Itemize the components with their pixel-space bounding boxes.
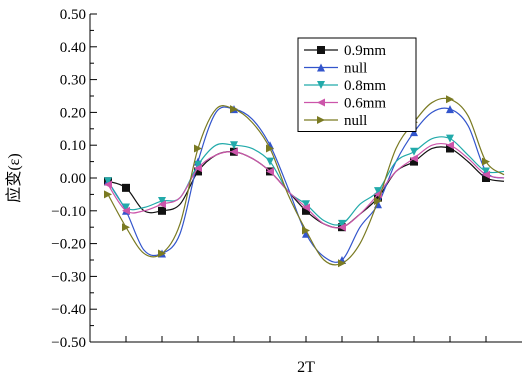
legend-item: null — [304, 113, 367, 129]
x-axis-title: 2T — [297, 359, 315, 376]
triangle-down-marker — [230, 141, 238, 150]
series-line — [107, 146, 505, 229]
series-layer — [104, 95, 505, 268]
triangle-left-marker — [317, 98, 325, 107]
triangle-up-marker — [317, 63, 325, 72]
triangle-left-marker — [410, 154, 418, 163]
y-tick-label: 0.20 — [60, 105, 86, 121]
triangle-down-marker — [338, 219, 346, 228]
y-axis-title: 应变(ε) — [4, 153, 23, 202]
axes-layer: 0.50 0.40 0.30 0.20 0.10 0.00 −0.10 −0.20 −0.30 −… — [51, 7, 522, 351]
triangle-right-marker — [158, 249, 166, 258]
y-tick-label: −0.40 — [51, 302, 86, 318]
y-tick-label: 0.10 — [60, 138, 86, 154]
triangle-left-marker — [194, 164, 202, 173]
triangle-right-marker — [122, 223, 130, 232]
triangle-right-marker — [446, 95, 454, 104]
legend-label: 0.6mm — [344, 96, 386, 112]
y-tick-label: −0.10 — [51, 204, 86, 220]
triangle-left-marker — [338, 223, 346, 232]
y-tick-label: 0.40 — [60, 40, 86, 56]
triangle-up-marker — [446, 105, 454, 114]
y-tick-label: 0.50 — [60, 7, 86, 23]
triangle-down-marker — [194, 160, 202, 169]
legend-item: 0.9mm — [304, 43, 386, 59]
triangle-left-marker — [122, 206, 130, 215]
legend-item: null — [304, 61, 367, 77]
legend-label: null — [344, 61, 367, 77]
square-marker — [158, 206, 166, 215]
triangle-right-marker — [317, 116, 325, 124]
triangle-left-marker — [302, 203, 310, 212]
triangle-down-marker — [302, 200, 310, 209]
triangle-down-marker — [266, 157, 274, 166]
triangle-right-marker — [482, 157, 490, 166]
triangle-down-marker — [104, 177, 112, 186]
triangle-right-marker — [230, 105, 238, 114]
series-line — [107, 142, 505, 229]
triangle-right-marker — [104, 190, 112, 199]
triangle-down-marker — [374, 187, 382, 196]
triangle-right-marker — [374, 196, 382, 205]
triangle-down-marker — [317, 81, 325, 89]
triangle-left-marker — [446, 141, 454, 150]
square-marker — [482, 174, 490, 182]
square-marker — [302, 206, 310, 215]
triangle-down-marker — [446, 134, 454, 143]
legend-item: 0.6mm — [304, 96, 386, 112]
triangle-down-marker — [122, 203, 130, 212]
triangle-left-marker — [104, 180, 112, 189]
triangle-left-marker — [158, 200, 166, 209]
triangle-down-marker — [410, 147, 418, 156]
triangle-right-marker — [266, 144, 274, 153]
y-tick-label: 0.00 — [60, 171, 86, 187]
y-tick-label: −0.50 — [51, 335, 86, 351]
legend-label: 0.9mm — [344, 43, 386, 59]
triangle-left-marker — [266, 167, 274, 176]
triangle-left-marker — [482, 170, 490, 179]
series-1 — [104, 144, 505, 232]
y-tick-label: 0.30 — [60, 73, 86, 89]
triangle-up-marker — [410, 128, 418, 137]
square-marker — [410, 157, 418, 166]
triangle-right-marker — [302, 226, 310, 235]
series-4 — [104, 141, 505, 232]
triangle-up-marker — [302, 229, 310, 238]
triangle-left-marker — [230, 147, 238, 156]
legend-label: null — [344, 113, 367, 129]
triangle-down-marker — [158, 196, 166, 205]
square-marker — [374, 193, 382, 202]
y-tick-label: −0.20 — [51, 237, 86, 253]
square-marker — [194, 167, 202, 176]
square-marker — [446, 144, 454, 153]
square-marker — [122, 183, 130, 192]
triangle-right-marker — [338, 259, 346, 268]
legend-item: 0.8mm — [304, 78, 386, 94]
triangle-down-marker — [482, 167, 490, 176]
legend-label: 0.8mm — [344, 78, 386, 94]
triangle-right-marker — [194, 144, 202, 153]
y-tick-label: −0.30 — [51, 269, 86, 285]
square-marker — [317, 46, 325, 54]
